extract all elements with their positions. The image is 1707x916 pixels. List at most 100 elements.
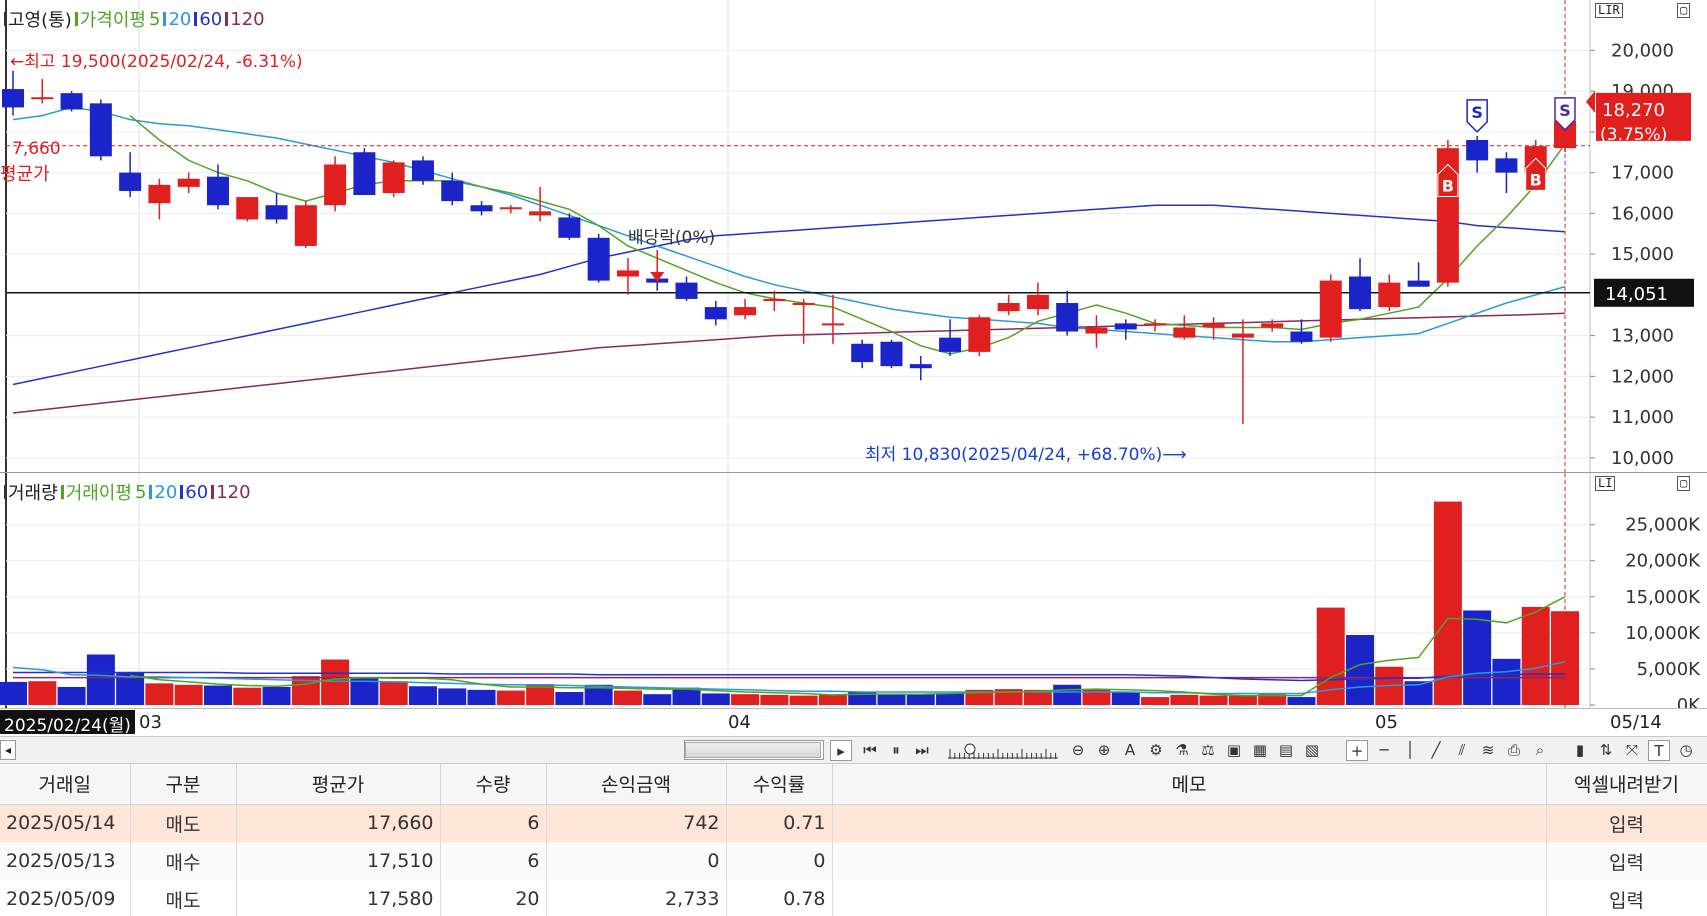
- volume-bar: [1053, 684, 1082, 705]
- print-icon[interactable]: ⎙: [1507, 741, 1520, 759]
- signal-shape: [1437, 163, 1459, 197]
- table-row[interactable]: 2025/05/09 매도 17,580 20 2,733 0.78 입력: [0, 880, 1707, 916]
- text-icon[interactable]: T: [1648, 740, 1670, 761]
- input-button[interactable]: 입력: [1546, 880, 1707, 916]
- volume-bar: [1023, 689, 1052, 705]
- cell-qty: 6: [440, 842, 547, 880]
- volume-bar: [1170, 694, 1199, 705]
- volume-bar: [936, 693, 965, 705]
- hline-icon[interactable]: ─: [1379, 741, 1389, 759]
- search-icon[interactable]: ⌕: [1535, 741, 1545, 759]
- trendline-icon[interactable]: ╱: [1431, 741, 1441, 759]
- horizontal-scrollbar[interactable]: [684, 740, 824, 760]
- input-button[interactable]: 입력: [1546, 842, 1707, 880]
- table-row[interactable]: 2025/05/13 매수 17,510 6 0 0 입력: [0, 842, 1707, 880]
- candle-body: [763, 298, 786, 301]
- ma20-label: 20: [168, 8, 192, 30]
- volume-tick-label: 25,000K: [1625, 515, 1701, 536]
- sort-icon[interactable]: ⇅: [1599, 741, 1613, 759]
- volume-bar: [174, 684, 203, 705]
- volume-tick-label: 5,000K: [1637, 659, 1702, 680]
- first-icon[interactable]: ⏮: [863, 741, 877, 759]
- ma60-label: 60: [199, 8, 223, 30]
- screen-icon[interactable]: ▣: [1226, 741, 1242, 759]
- volume-bar: [1111, 692, 1140, 705]
- cell-memo[interactable]: [832, 842, 1547, 880]
- scrollbar-thumb[interactable]: [685, 742, 821, 758]
- indicator-icon[interactable]: ⚗: [1175, 741, 1189, 759]
- candle-body: [1261, 323, 1284, 328]
- ma120-line: [12, 312, 1566, 414]
- cell-rate: 0: [726, 842, 833, 880]
- signal-shape: [1554, 97, 1576, 131]
- crosshair-icon[interactable]: +: [1346, 740, 1368, 761]
- price-chart[interactable]: 20,00019,00018,00017,00016,00015,00013,0…: [0, 0, 1707, 472]
- pause-icon[interactable]: ⏸: [892, 741, 900, 759]
- candle-body: [851, 343, 874, 363]
- volume-chart[interactable]: 25,000K 20,000K 15,000K 10,000K 5,000K 0K: [0, 473, 1707, 716]
- date-label-05: 05: [1375, 712, 1398, 733]
- cell-pnl: 0: [546, 842, 727, 880]
- image-icon[interactable]: ▤: [1278, 741, 1294, 759]
- signal-label: B: [1442, 176, 1454, 195]
- cell-memo[interactable]: [832, 880, 1547, 916]
- scroll-left-icon[interactable]: ◂: [0, 740, 16, 760]
- candle-body: [909, 364, 932, 369]
- candle-body: [89, 103, 112, 157]
- price-chart-pane[interactable]: 20,00019,00018,00017,00016,00015,00013,0…: [0, 0, 1707, 472]
- maximize-icon[interactable]: ▢: [1677, 3, 1691, 18]
- col-rate[interactable]: 수익률: [726, 764, 833, 805]
- col-type[interactable]: 구분: [130, 764, 237, 805]
- zoom-in-icon[interactable]: ⊕: [1097, 741, 1111, 759]
- volume-pane-controls[interactable]: LI: [1595, 476, 1616, 491]
- volume-chart-pane[interactable]: 25,000K 20,000K 15,000K 10,000K 5,000K 0K 거래량…: [0, 472, 1707, 716]
- clock-icon[interactable]: ◷: [1679, 741, 1693, 759]
- fit-icon[interactable]: ⤧: [1625, 741, 1638, 759]
- col-memo[interactable]: 메모: [832, 764, 1547, 805]
- dividend-arrow-head: [650, 272, 665, 282]
- candle-type-icon[interactable]: ▮: [1575, 741, 1585, 759]
- volume-bar: [203, 685, 232, 705]
- pattern-icon[interactable]: ▧: [1304, 741, 1320, 759]
- grid-icon[interactable]: ▦: [1252, 741, 1268, 759]
- zoom-out-icon[interactable]: ⊖: [1071, 741, 1085, 759]
- cell-pnl: 2,733: [546, 880, 727, 916]
- col-qty[interactable]: 수량: [440, 764, 547, 805]
- col-date[interactable]: 거래일: [0, 764, 131, 805]
- candle-body: [968, 317, 991, 352]
- text-tool-icon[interactable]: A: [1124, 741, 1136, 759]
- col-pnl[interactable]: 손익금액: [546, 764, 727, 805]
- volume-bar: [57, 686, 86, 705]
- trade-history-table: 거래일 구분 평균가 수량 손익금액 수익률 메모 엑셀내려받기 2025/05…: [0, 764, 1707, 916]
- scroll-right-icon[interactable]: ▸: [830, 740, 852, 761]
- price-tick-label: 11,000: [1611, 407, 1674, 428]
- input-button[interactable]: 입력: [1546, 804, 1707, 842]
- table-row[interactable]: 2025/05/14 매도 17,660 6 742 0.71 입력: [0, 804, 1707, 842]
- compare-icon[interactable]: ⚖: [1201, 741, 1215, 759]
- channel-icon[interactable]: ⫽: [1458, 741, 1466, 759]
- close-pane-icon[interactable]: ▢: [1677, 476, 1691, 491]
- col-excel[interactable]: 엑셀내려받기: [1546, 764, 1707, 805]
- settings-icon[interactable]: ⚙: [1149, 741, 1163, 759]
- candle-body: [441, 180, 464, 202]
- cell-avg: 17,580: [236, 880, 441, 916]
- candle-body: [499, 207, 522, 210]
- cell-date: 2025/05/09: [0, 880, 131, 916]
- candle-body: [1114, 323, 1137, 330]
- price-pane-controls[interactable]: LIR: [1595, 3, 1623, 18]
- candle-body: [675, 282, 698, 299]
- volume-tick-label: 10,000K: [1625, 623, 1701, 644]
- candle-body: [1173, 327, 1196, 338]
- fibonacci-icon[interactable]: ≋: [1481, 741, 1495, 759]
- candle-body: [529, 211, 552, 216]
- current-price-box: [1596, 92, 1691, 141]
- vline-icon[interactable]: │: [1405, 741, 1415, 759]
- zoom-slider[interactable]: [948, 741, 1058, 759]
- next-icon[interactable]: ⏭: [915, 741, 929, 759]
- cell-type: 매도: [130, 804, 237, 842]
- volume-bar: [1228, 695, 1257, 705]
- cell-memo[interactable]: [832, 804, 1547, 842]
- candle-body: [382, 162, 405, 193]
- volume-bar: [28, 681, 57, 705]
- col-avg[interactable]: 평균가: [236, 764, 441, 805]
